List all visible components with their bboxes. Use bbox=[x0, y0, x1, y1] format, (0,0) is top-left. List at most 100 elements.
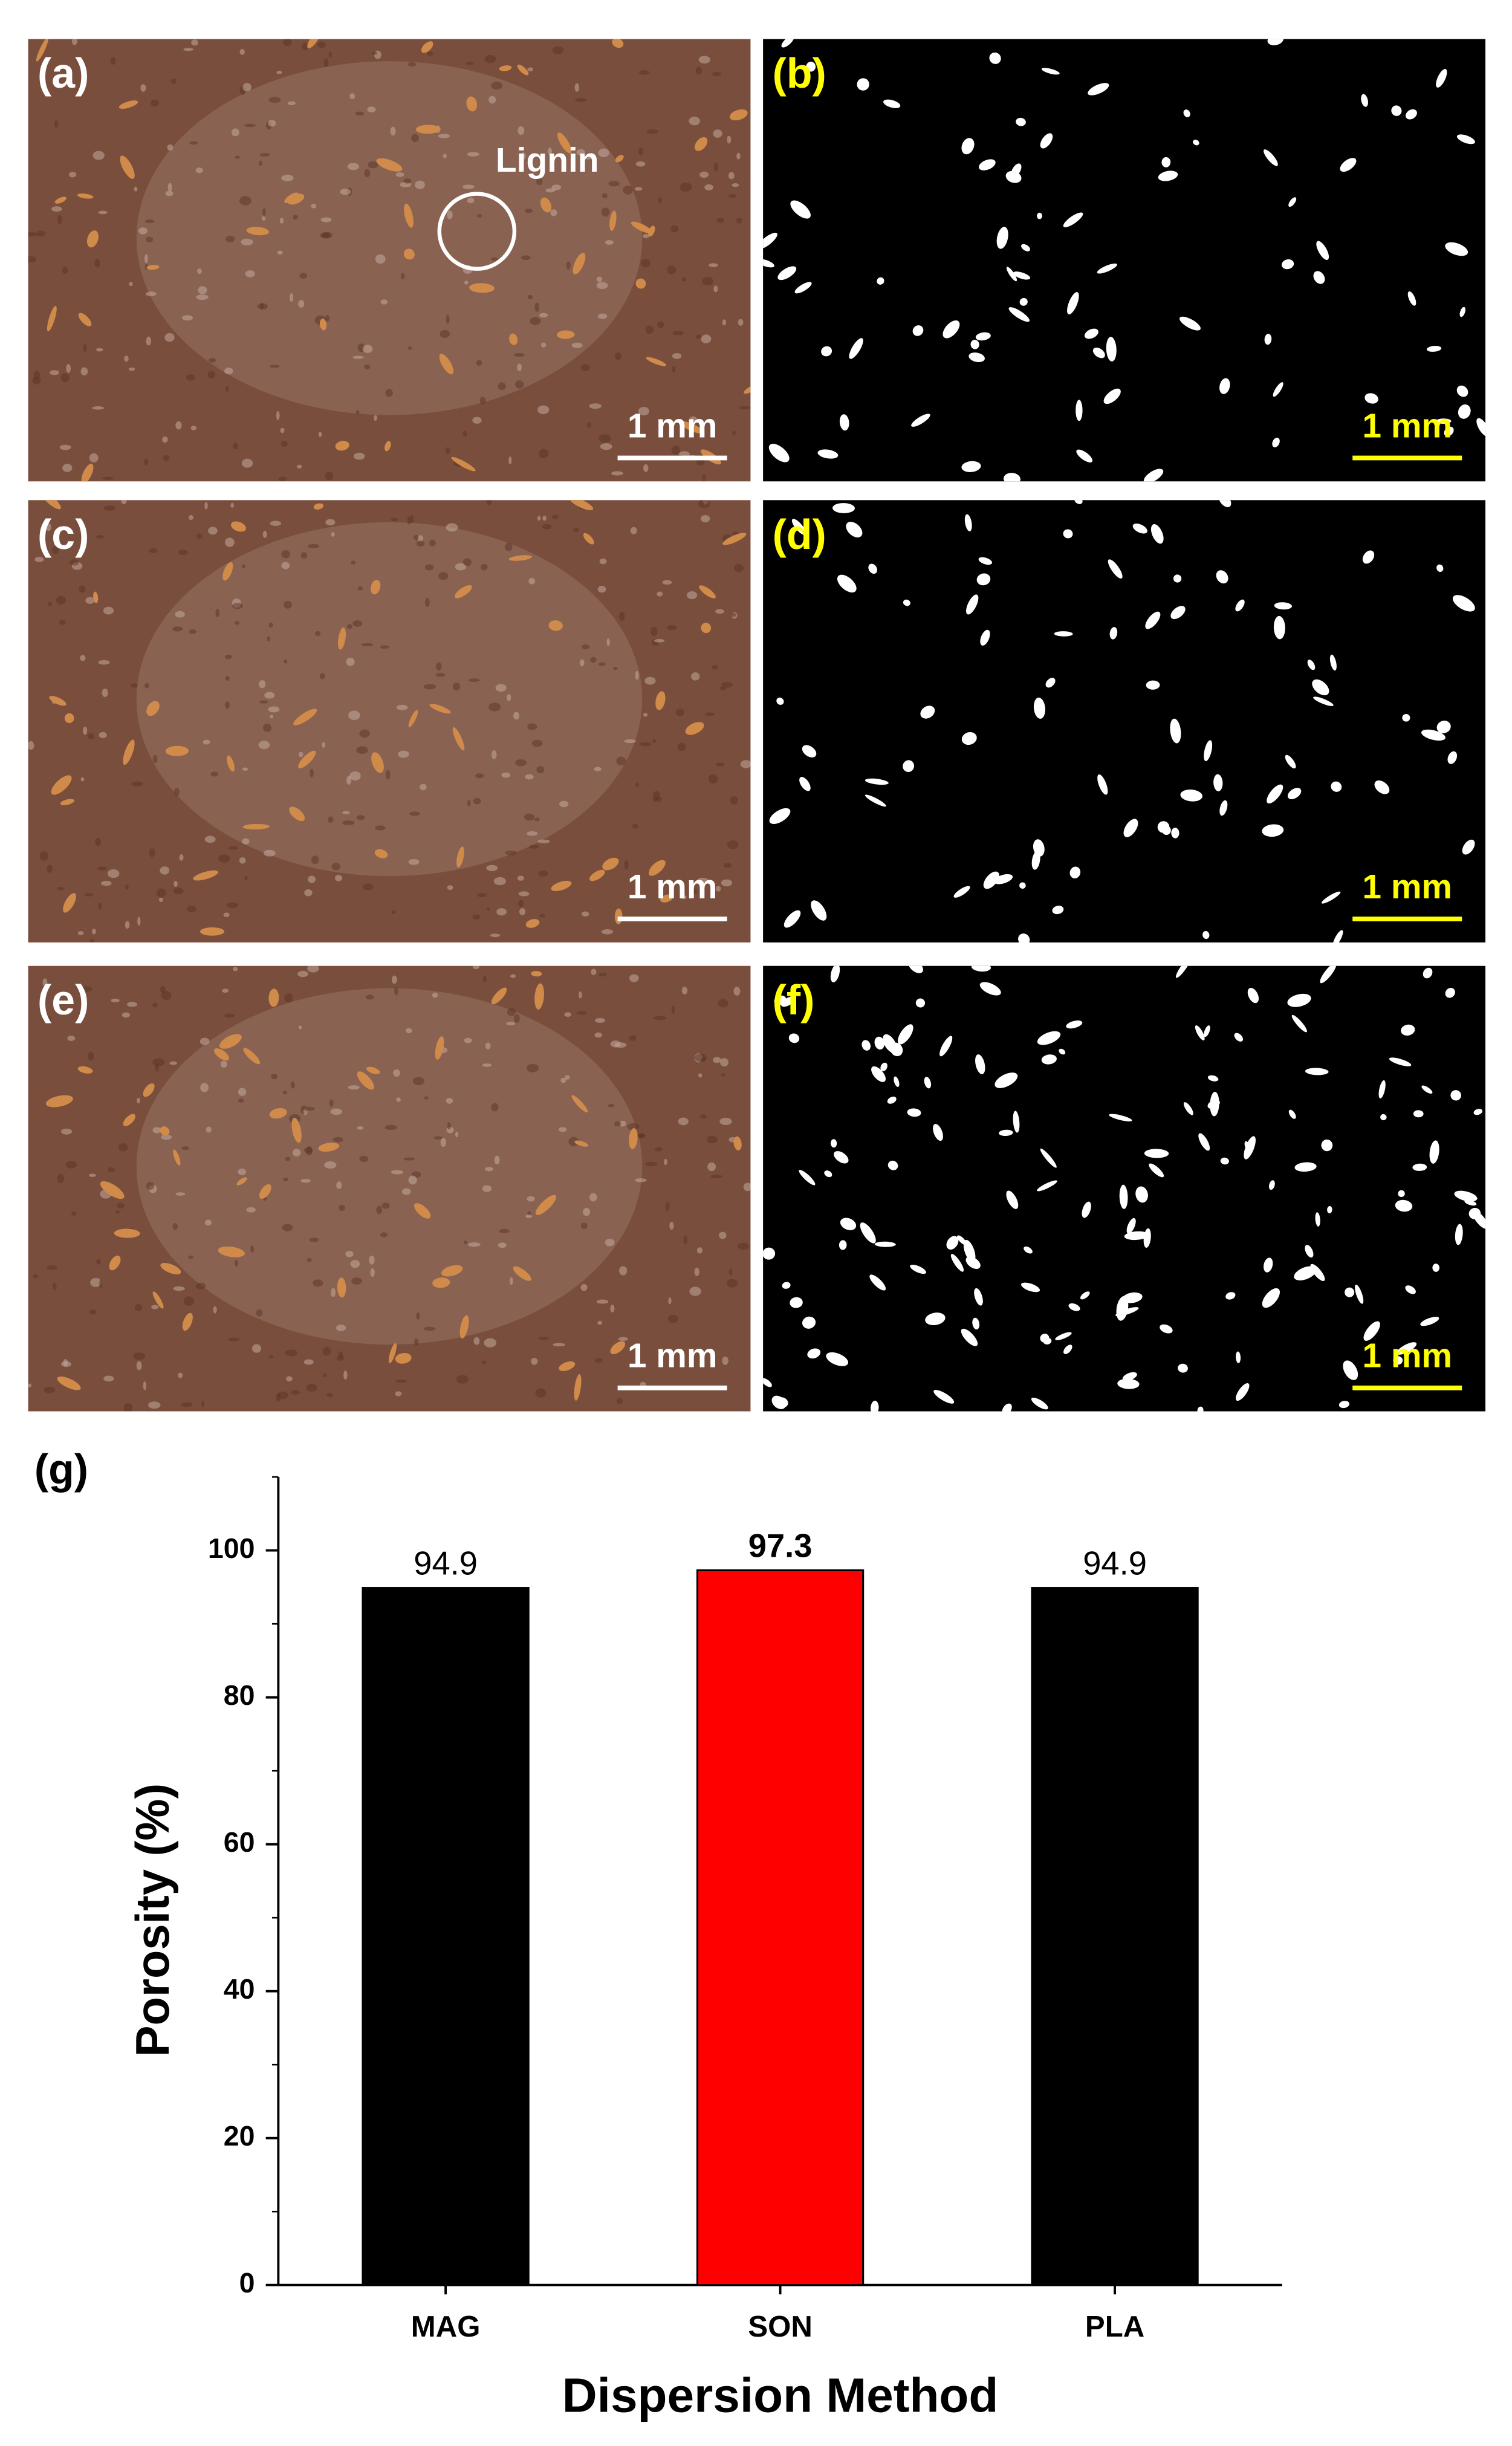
grain bbox=[743, 1182, 751, 1192]
grain bbox=[263, 849, 276, 857]
particle bbox=[114, 1228, 140, 1238]
grain bbox=[634, 1178, 647, 1182]
grain bbox=[527, 1196, 535, 1202]
particle bbox=[242, 823, 270, 829]
particle bbox=[1312, 679, 1329, 696]
grain bbox=[657, 591, 663, 597]
particle bbox=[1202, 931, 1210, 939]
grain bbox=[498, 382, 506, 391]
grain bbox=[303, 1359, 314, 1365]
particle bbox=[218, 1246, 245, 1257]
grain bbox=[680, 183, 692, 192]
particle bbox=[1097, 774, 1108, 795]
grain bbox=[324, 1161, 337, 1169]
grain bbox=[364, 364, 371, 369]
grain bbox=[542, 524, 552, 530]
grain bbox=[732, 183, 739, 187]
grain bbox=[727, 135, 732, 144]
particle bbox=[1327, 1206, 1332, 1213]
grain bbox=[235, 155, 240, 159]
particle bbox=[374, 849, 388, 858]
particle bbox=[517, 64, 529, 76]
grain bbox=[728, 172, 735, 180]
grain bbox=[144, 683, 149, 689]
grain bbox=[71, 39, 77, 45]
grain bbox=[298, 300, 305, 308]
particle bbox=[1316, 241, 1329, 260]
micrograph-panel: (d) 1 mm bbox=[763, 500, 1486, 942]
grain bbox=[349, 771, 361, 781]
grain bbox=[594, 1032, 603, 1038]
particle bbox=[1033, 697, 1046, 719]
grain bbox=[299, 273, 308, 279]
particle bbox=[1067, 292, 1079, 315]
grain bbox=[146, 1182, 155, 1190]
grain bbox=[144, 254, 148, 264]
grain bbox=[134, 186, 138, 192]
particle bbox=[1264, 334, 1272, 345]
particle bbox=[222, 562, 233, 581]
grain bbox=[490, 933, 501, 938]
grain bbox=[715, 762, 725, 767]
grain bbox=[545, 188, 556, 193]
grain bbox=[608, 1104, 615, 1108]
grain bbox=[88, 1051, 94, 1061]
grain bbox=[574, 83, 580, 92]
particle bbox=[695, 137, 708, 151]
grain bbox=[96, 535, 105, 539]
grain bbox=[235, 1259, 239, 1267]
grain bbox=[610, 1305, 615, 1312]
grain bbox=[196, 533, 203, 539]
particle bbox=[548, 620, 563, 631]
particle bbox=[1380, 1114, 1387, 1121]
particle bbox=[769, 808, 791, 824]
grain bbox=[566, 261, 571, 270]
grain bbox=[284, 659, 288, 664]
grain bbox=[258, 741, 270, 750]
grain bbox=[328, 51, 333, 57]
particle bbox=[780, 996, 795, 1007]
grain bbox=[484, 1338, 497, 1348]
grain bbox=[736, 152, 741, 160]
grain bbox=[239, 48, 245, 55]
particle bbox=[975, 332, 991, 341]
grain bbox=[187, 906, 196, 913]
particle bbox=[298, 750, 316, 768]
grain bbox=[507, 1008, 516, 1016]
particle bbox=[1008, 307, 1030, 322]
grain bbox=[283, 39, 292, 47]
particle bbox=[799, 777, 811, 791]
panel-label: (e) bbox=[37, 976, 89, 1023]
grain bbox=[300, 552, 308, 559]
grain bbox=[537, 405, 550, 415]
particle bbox=[777, 266, 797, 281]
grain bbox=[646, 129, 659, 134]
particle bbox=[1088, 83, 1109, 96]
grain bbox=[481, 1360, 487, 1364]
grain bbox=[534, 302, 540, 312]
particle bbox=[989, 52, 1001, 64]
grain bbox=[410, 514, 414, 524]
particle bbox=[943, 320, 960, 339]
particle bbox=[832, 503, 855, 513]
scale-bar-label: 1 mm bbox=[628, 1337, 718, 1375]
particle bbox=[1267, 39, 1284, 45]
grain bbox=[304, 889, 313, 897]
grain bbox=[488, 702, 501, 712]
particle bbox=[763, 1378, 772, 1387]
grain bbox=[672, 331, 684, 336]
particle bbox=[1264, 149, 1278, 166]
particle bbox=[1183, 109, 1190, 117]
grain bbox=[225, 537, 235, 547]
grain bbox=[412, 1077, 424, 1086]
particle bbox=[49, 696, 67, 706]
particle bbox=[1288, 1109, 1296, 1119]
particle bbox=[1135, 1186, 1148, 1203]
grain bbox=[589, 1193, 597, 1202]
grain bbox=[292, 1149, 301, 1156]
particle bbox=[1183, 1102, 1193, 1115]
grain bbox=[323, 58, 329, 68]
grain bbox=[616, 1398, 623, 1404]
grain bbox=[475, 773, 484, 779]
particle bbox=[826, 1352, 849, 1366]
